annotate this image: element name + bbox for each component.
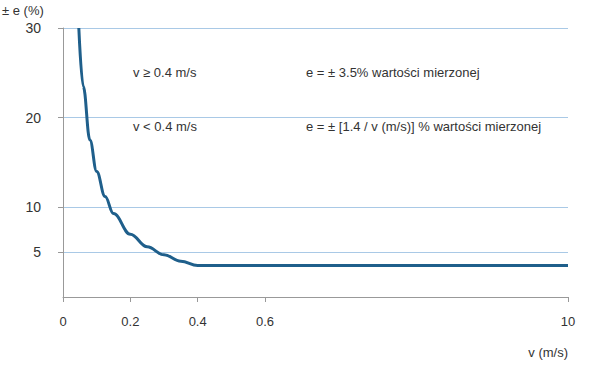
svg-text:30: 30 (25, 20, 41, 36)
svg-text:5: 5 (33, 244, 41, 260)
svg-text:v < 0.4 m/s: v < 0.4 m/s (133, 119, 197, 134)
svg-text:20: 20 (25, 110, 41, 126)
svg-text:0: 0 (59, 314, 66, 329)
svg-text:± e (%): ± e (%) (2, 3, 44, 18)
svg-text:0.4: 0.4 (189, 314, 207, 329)
svg-text:e = ± [1.4 / v (m/s)] % wartoś: e = ± [1.4 / v (m/s)] % wartości mierzon… (306, 119, 541, 134)
svg-text:10: 10 (25, 199, 41, 215)
svg-text:0.6: 0.6 (256, 314, 274, 329)
svg-text:10: 10 (561, 314, 575, 329)
svg-text:v (m/s): v (m/s) (528, 345, 568, 360)
svg-text:e = ± 3.5% wartości mierzonej: e = ± 3.5% wartości mierzonej (306, 65, 480, 80)
svg-text:0.2: 0.2 (121, 314, 139, 329)
svg-text:v ≥ 0.4 m/s: v ≥ 0.4 m/s (133, 65, 197, 80)
